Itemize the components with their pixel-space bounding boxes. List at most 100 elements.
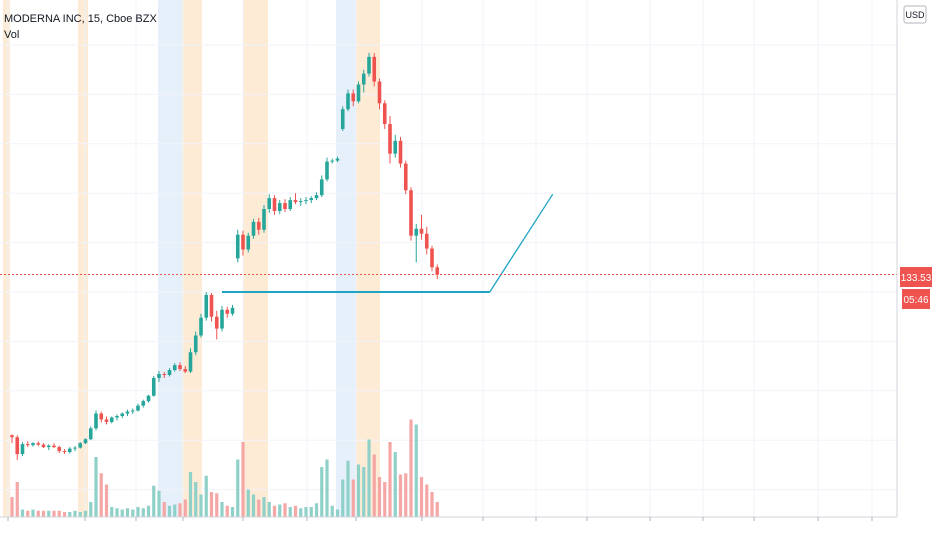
candle-body [204, 294, 209, 318]
volume-bar [304, 507, 308, 517]
candle-body [178, 365, 182, 370]
candle-body [325, 161, 329, 180]
price-scale[interactable] [897, 0, 932, 517]
candle [57, 445, 62, 454]
candle-body [20, 444, 25, 455]
volume-bar [173, 504, 177, 517]
candle [256, 217, 261, 235]
volume-bar [26, 510, 30, 517]
volume-bar [236, 459, 240, 517]
candle [277, 200, 282, 214]
candle [283, 199, 287, 212]
volume-bar [356, 464, 361, 517]
candle-body [88, 428, 93, 440]
candle-body [157, 374, 161, 378]
volume-bar [199, 494, 203, 517]
candle-body [193, 335, 198, 353]
candle [262, 205, 266, 233]
candle-body [351, 93, 356, 102]
candle-body [403, 163, 408, 191]
candle [83, 438, 88, 445]
volume-bar [52, 510, 56, 517]
candle [204, 292, 209, 321]
volume-bar [288, 507, 292, 517]
session-band [3, 0, 10, 517]
candle-body [382, 103, 387, 125]
candle [209, 292, 214, 322]
candle-body [136, 405, 140, 411]
volume-bar [309, 507, 313, 517]
volume-bar [215, 493, 219, 517]
volume-bar [409, 419, 413, 517]
volume-bar [36, 510, 40, 517]
chart-legend: MODERNA INC, 15, Cboe BZX Vol [4, 11, 157, 43]
volume-bar [419, 477, 424, 517]
candle [235, 229, 240, 263]
drawing-tools[interactable] [222, 193, 554, 293]
candle [382, 100, 387, 129]
candle [62, 449, 67, 455]
volume-bar [152, 485, 156, 517]
candle [188, 348, 193, 374]
candle [225, 306, 230, 318]
candle [403, 160, 408, 195]
candle-body [241, 234, 245, 250]
trend-line [489, 193, 554, 293]
candle [430, 245, 434, 272]
volume-bar [320, 467, 324, 517]
candle-body [230, 307, 235, 314]
candle-body [272, 198, 277, 211]
candle [36, 441, 41, 447]
candle-body [319, 179, 324, 196]
volume-bar [15, 482, 19, 517]
candle-body [120, 413, 125, 416]
candle-body [409, 190, 413, 236]
volume-indicator-label[interactable]: Vol [4, 29, 20, 41]
session-band [356, 0, 380, 517]
volume-bar [372, 454, 376, 517]
candle-body [162, 374, 167, 376]
candle-body [199, 317, 203, 336]
candle-body [424, 233, 429, 249]
session-band [243, 0, 268, 517]
currency-badge[interactable]: USD [903, 5, 927, 24]
candle-body [141, 401, 146, 406]
candle [167, 368, 172, 377]
candle-body [209, 294, 214, 317]
candle-body [251, 221, 256, 236]
candle-body [372, 56, 377, 82]
volume-bar [425, 484, 429, 517]
volume-bar [47, 510, 51, 517]
candle [388, 116, 392, 164]
session-band [78, 0, 88, 517]
volume-bar [377, 477, 382, 517]
volume-bar [283, 503, 287, 517]
candle [241, 230, 245, 256]
candle-body [125, 411, 130, 414]
volume-bar [262, 497, 266, 517]
candle [73, 446, 77, 452]
candle [367, 52, 371, 77]
candle [372, 52, 377, 87]
candle-body [109, 417, 114, 422]
candle-body [62, 451, 67, 453]
volume-bar [73, 510, 77, 517]
time-scale[interactable] [0, 517, 897, 550]
candle [199, 313, 203, 338]
volume-bar [89, 502, 93, 517]
candle-body [52, 445, 56, 448]
candle-body [83, 439, 88, 444]
candle [414, 223, 419, 263]
candle-body [220, 309, 224, 329]
volume-bar [367, 439, 371, 517]
candle [220, 305, 224, 332]
volume-bar [251, 494, 256, 517]
symbol-title[interactable]: MODERNA INC, 15, Cboe BZX [4, 13, 157, 25]
candle [104, 416, 109, 425]
volume-bar [68, 512, 72, 517]
candle [267, 194, 272, 213]
candle-body [25, 444, 30, 446]
candle [298, 198, 303, 207]
candle [351, 89, 356, 107]
